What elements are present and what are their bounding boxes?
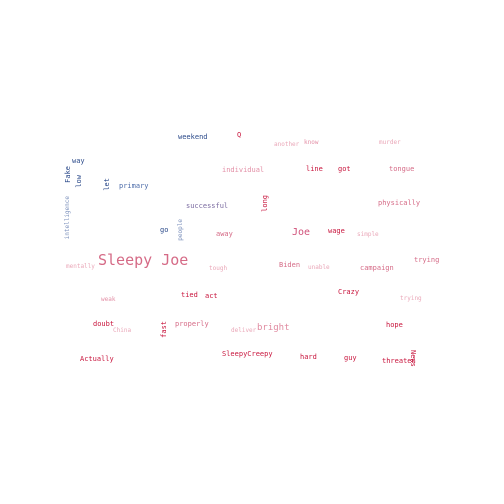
word-trying-lower: trying bbox=[400, 295, 422, 302]
word-fake: Fake bbox=[64, 166, 72, 183]
word-let: let bbox=[103, 178, 111, 191]
word-hope: hope bbox=[386, 321, 403, 329]
word-sleepy-joe: Sleepy Joe bbox=[98, 251, 189, 269]
word-simple: simple bbox=[357, 231, 379, 238]
word-go: go bbox=[160, 226, 169, 234]
word-individual: individual bbox=[222, 166, 265, 174]
word-unable: unable bbox=[308, 264, 330, 271]
word-know: know bbox=[304, 139, 319, 146]
word-successful: successful bbox=[186, 202, 229, 210]
word-properly: properly bbox=[175, 320, 209, 328]
word-bright: bright bbox=[257, 323, 290, 333]
word-fast: fast bbox=[160, 321, 168, 338]
word-long: long bbox=[261, 195, 269, 212]
word-wage: wage bbox=[328, 227, 345, 235]
word-murder: murder bbox=[379, 139, 401, 146]
word-actually: Actually bbox=[80, 355, 114, 363]
word-doubt: doubt bbox=[93, 320, 115, 328]
word-weekend: weekend bbox=[178, 133, 208, 141]
word-tough: tough bbox=[209, 265, 228, 272]
word-low: low bbox=[75, 175, 83, 188]
word-joe: Joe bbox=[292, 227, 311, 238]
word-act: act bbox=[205, 292, 218, 300]
word-crazy: Crazy bbox=[338, 288, 360, 296]
word-tongue: tongue bbox=[389, 165, 415, 173]
word-line: line bbox=[306, 165, 323, 173]
word-another: another bbox=[274, 141, 300, 148]
word-physically: physically bbox=[378, 199, 421, 207]
word-deliver: deliver bbox=[231, 327, 257, 334]
word-news: News bbox=[409, 350, 417, 367]
word-biden: Biden bbox=[279, 261, 301, 269]
word-tied: tied bbox=[181, 291, 198, 299]
word-got: got bbox=[338, 165, 351, 173]
word-people: people bbox=[177, 219, 184, 241]
word-trying-upper: trying bbox=[414, 256, 440, 264]
word-threaten: threaten bbox=[382, 357, 416, 365]
word-guy: guy bbox=[344, 354, 357, 362]
word-away: away bbox=[216, 230, 233, 238]
word-hard: hard bbox=[300, 353, 317, 361]
word-campaign: campaign bbox=[360, 264, 394, 272]
word-sleepycreepy: SleepyCreepy bbox=[222, 350, 273, 358]
word-primary: primary bbox=[119, 182, 149, 190]
word-q: Q bbox=[237, 131, 242, 139]
word-intelligence: intelligence bbox=[64, 196, 71, 240]
word-mentally: mentally bbox=[66, 263, 95, 270]
word-weak: weak bbox=[101, 296, 116, 303]
word-way: way bbox=[72, 157, 85, 165]
word-china: China bbox=[113, 327, 132, 334]
